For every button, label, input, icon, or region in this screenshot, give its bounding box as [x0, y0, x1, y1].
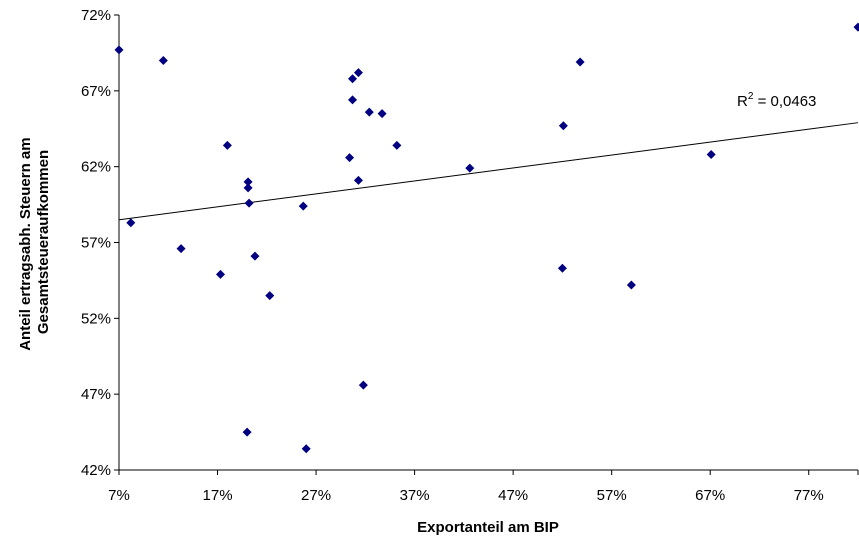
y-tick-label: 72%: [81, 7, 111, 24]
data-point: [465, 163, 475, 173]
y-tick-label: 52%: [81, 310, 111, 327]
r-squared-value: = 0,0463: [753, 93, 816, 110]
x-tick-label: 67%: [695, 487, 725, 504]
y-tick-label: 57%: [81, 235, 111, 252]
data-point: [853, 22, 859, 32]
data-point: [265, 291, 275, 301]
data-point: [298, 201, 308, 211]
data-point: [114, 45, 124, 55]
y-axis-title-line-1: Anteil ertragsabh. Steuern am: [17, 137, 34, 350]
data-point: [243, 177, 253, 187]
x-tick-label: 57%: [597, 487, 627, 504]
data-point: [242, 427, 252, 437]
y-tick-label: 47%: [81, 386, 111, 403]
plot-area: 42% 47% 52% 57% 62% 67% 72% 7% 17% 27% 37% 47% 57% 6…: [81, 7, 859, 504]
trendline: [118, 122, 859, 221]
data-point: [358, 380, 368, 390]
data-point: [557, 263, 567, 273]
data-point: [301, 444, 311, 454]
data-point: [158, 56, 168, 65]
y-axis-title-line-2: Gesamtsteueraufkommen: [35, 150, 52, 334]
data-point: [377, 109, 387, 119]
x-tick-label: 7%: [108, 487, 130, 504]
data-points: [114, 22, 859, 454]
data-point: [353, 68, 363, 78]
data-point: [243, 183, 253, 193]
data-point: [345, 153, 355, 163]
data-point: [348, 95, 358, 105]
x-tick-label: 17%: [203, 487, 233, 504]
data-point: [353, 175, 363, 185]
data-point: [558, 121, 568, 131]
y-axis-title: Anteil ertragsabh. Steuern am Gesamtsteu…: [17, 133, 52, 351]
x-tick-label: 27%: [301, 487, 331, 504]
y-ticks: 42% 47% 52% 57% 62% 67% 72%: [81, 7, 119, 479]
x-tick-label: 47%: [498, 487, 528, 504]
data-point: [575, 57, 585, 67]
data-point: [626, 280, 636, 290]
data-point: [250, 251, 260, 261]
r-squared-exponent: 2: [748, 91, 754, 102]
data-point: [348, 74, 358, 84]
data-point: [244, 198, 254, 208]
data-point: [126, 218, 136, 228]
r-squared-prefix: R: [737, 93, 748, 110]
y-tick-label: 42%: [81, 462, 111, 479]
r-squared-label: R2 = 0,0463: [737, 91, 816, 110]
data-point: [215, 269, 225, 279]
y-tick-label: 67%: [81, 83, 111, 100]
x-ticks: 7% 17% 27% 37% 47% 57% 67% 77%: [108, 470, 859, 504]
data-point: [706, 150, 716, 160]
x-tick-label: 77%: [794, 487, 824, 504]
y-tick-label: 62%: [81, 159, 111, 176]
data-point: [392, 140, 402, 150]
x-tick-label: 37%: [400, 487, 430, 504]
data-point: [364, 107, 374, 117]
data-point: [222, 140, 232, 150]
data-point: [176, 244, 186, 254]
x-axis-title: Exportanteil am BIP: [417, 519, 559, 536]
